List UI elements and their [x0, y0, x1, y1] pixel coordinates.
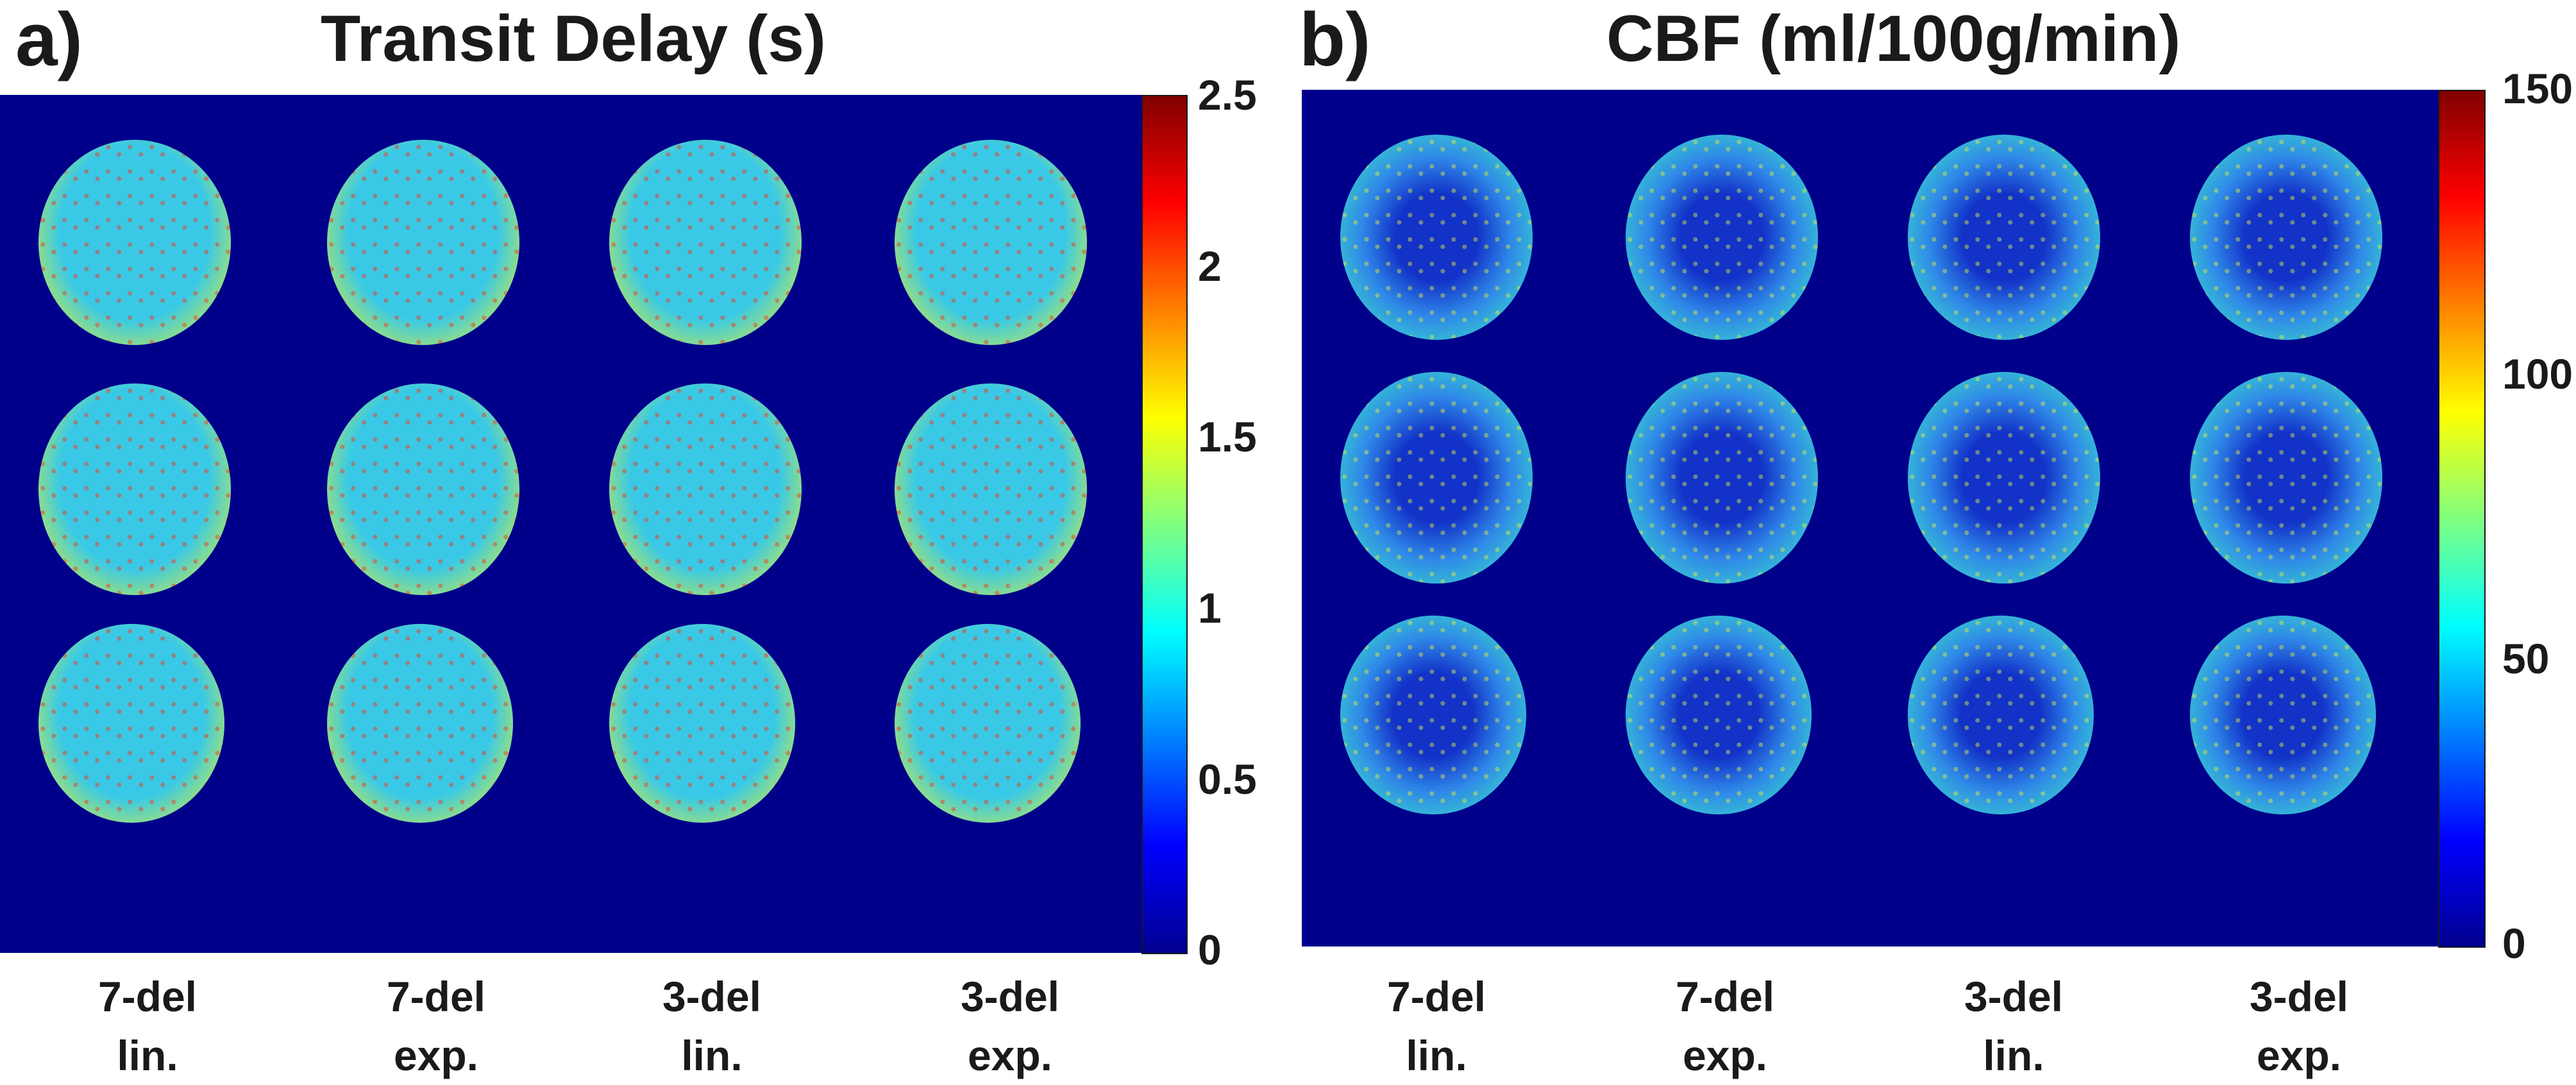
column-label-3del-exp: 3-del exp.	[2249, 973, 2349, 1079]
transit-delay-slice	[895, 140, 1087, 345]
cbf-slice	[1626, 616, 1812, 814]
cbf-slice	[1340, 616, 1526, 814]
column-label-7del-lin: 7-del lin.	[97, 973, 198, 1079]
panel-b-letter: b)	[1299, 0, 1371, 82]
panel-a-letter: a)	[15, 0, 83, 82]
td-tick: 0	[1198, 926, 1222, 973]
td-tick: 2.5	[1198, 71, 1257, 119]
column-label-7del-exp: 7-del exp.	[386, 973, 486, 1079]
transit-delay-slice	[327, 624, 513, 823]
td-tick: 0.5	[1198, 755, 1257, 803]
cbf-slice	[2190, 616, 2376, 814]
cbf-map-grid	[1302, 90, 2438, 946]
panel-b-title: CBF (ml/100g/min)	[1606, 2, 2181, 75]
cbf-slice	[2190, 135, 2382, 340]
transit-delay-slice	[609, 624, 795, 823]
td-tick: 1	[1198, 584, 1222, 632]
cbf-colorbar	[2438, 90, 2486, 948]
transit-delay-slice	[895, 383, 1087, 595]
td-tick: 2	[1198, 242, 1222, 290]
transit-delay-slice	[38, 383, 231, 595]
panel-transit-delay: a) Transit Delay (s) 2.5 2 1.5 1 0.5 0 7…	[0, 0, 1283, 1081]
column-label-3del-lin: 3-del lin.	[662, 973, 762, 1079]
cbf-tick: 150	[2502, 65, 2573, 112]
transit-delay-slice	[38, 624, 224, 823]
transit-delay-slice	[327, 383, 519, 595]
column-label-7del-exp: 7-del exp.	[1675, 973, 1775, 1079]
transit-delay-slice	[895, 624, 1081, 823]
transit-delay-slice	[38, 140, 231, 345]
transit-delay-slice	[327, 140, 519, 345]
cbf-slice	[1908, 616, 2094, 814]
cbf-slice	[1908, 135, 2100, 340]
td-tick: 1.5	[1198, 413, 1257, 460]
cbf-slice	[1626, 372, 1818, 584]
cbf-tick: 0	[2502, 920, 2526, 967]
cbf-slice	[1908, 372, 2100, 584]
cbf-tick: 50	[2502, 635, 2550, 682]
panel-cbf: b) CBF (ml/100g/min) 150 100 50 0 7-del l…	[1283, 0, 2576, 1081]
panel-a-title: Transit Delay (s)	[321, 2, 826, 75]
transit-delay-slice	[609, 140, 802, 345]
cbf-slice	[1626, 135, 1818, 340]
cbf-slice	[1340, 135, 1533, 340]
cbf-slice	[1340, 372, 1533, 584]
column-label-7del-lin: 7-del lin.	[1386, 973, 1486, 1079]
transit-delay-colorbar	[1141, 95, 1188, 954]
transit-delay-map-grid	[0, 95, 1141, 953]
column-label-3del-lin: 3-del lin.	[1964, 973, 2064, 1079]
column-label-3del-exp: 3-del exp.	[960, 973, 1060, 1079]
cbf-slice	[2190, 372, 2382, 584]
transit-delay-slice	[609, 383, 802, 595]
cbf-tick: 100	[2502, 350, 2573, 398]
